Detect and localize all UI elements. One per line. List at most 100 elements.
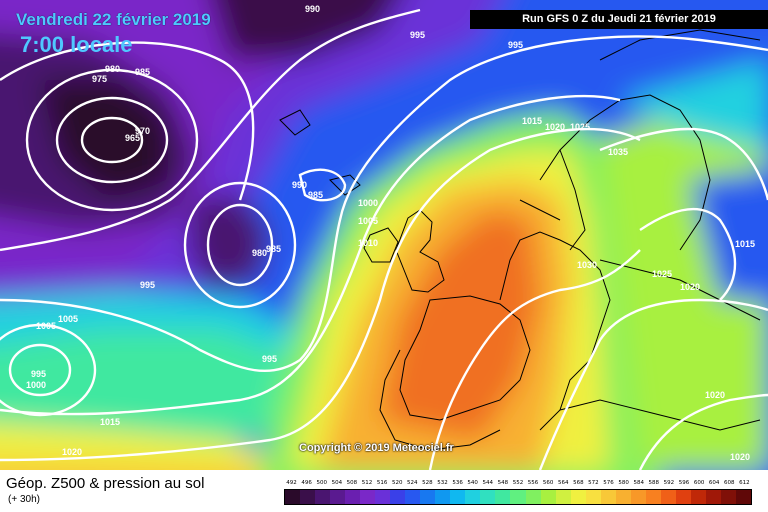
scale-color-swatch — [675, 490, 691, 504]
scale-color-swatch — [585, 490, 601, 504]
isobar-label: 995 — [140, 280, 155, 290]
scale-value-label: 536 — [452, 480, 463, 486]
isobar-label: 985 — [266, 244, 281, 254]
scale-value-label: 596 — [678, 480, 690, 486]
isobar-labels: 990 995 995 980 985 975 970 965 1015 102… — [26, 4, 755, 462]
scale-value-label: 528 — [422, 480, 433, 486]
scale-value-label: 572 — [588, 480, 599, 486]
z500-shading — [0, 0, 768, 470]
scale-color-swatch — [600, 490, 616, 504]
scale-value-label: 612 — [739, 480, 750, 486]
scale-color-swatch — [510, 490, 526, 504]
isobar-label: 975 — [92, 74, 107, 84]
scale-color-swatch — [450, 490, 466, 504]
scale-value-label: 604 — [708, 480, 720, 486]
isobar-label: 980 — [105, 64, 120, 74]
forecast-date: Vendredi 22 février 2019 — [16, 10, 211, 29]
scale-color-swatch — [375, 490, 391, 504]
scale-value-label: 532 — [437, 480, 448, 486]
scale-value-label: 508 — [346, 480, 358, 486]
isobar-label: 1020 — [545, 122, 565, 132]
scale-value-label: 544 — [482, 480, 494, 486]
scale-value-label: 556 — [527, 480, 539, 486]
scale-value-label: 504 — [331, 480, 343, 486]
scale-value-label: 548 — [497, 480, 509, 486]
isobar-label: 1005 — [58, 314, 78, 324]
scale-value-label: 500 — [316, 480, 327, 486]
isobar-label: 1020 — [680, 282, 700, 292]
product-title: Géop. Z500 & pression au sol — [6, 475, 205, 492]
forecast-time: 7:00 locale — [20, 32, 133, 57]
scale-color-swatch — [315, 490, 331, 504]
isobar-label: 985 — [308, 190, 323, 200]
scale-color-swatch — [570, 490, 586, 504]
isobar-label: 1005 — [36, 321, 56, 331]
scale-color-swatch — [555, 490, 571, 504]
scale-value-label: 568 — [573, 480, 584, 486]
scale-color-swatch — [525, 490, 541, 504]
isobar-label: 985 — [135, 67, 150, 77]
scale-color-swatch — [645, 490, 661, 504]
scale-value-label: 520 — [391, 480, 403, 486]
scale-color-swatch — [285, 490, 301, 504]
scale-value-label: 580 — [618, 480, 629, 486]
scale-color-swatch — [720, 490, 736, 504]
scale-value-label: 552 — [512, 480, 524, 486]
isobar-label: 1020 — [730, 452, 750, 462]
scale-color-swatch — [735, 490, 751, 504]
isobar-label: 1020 — [62, 447, 82, 457]
isobar-label: 1035 — [608, 147, 628, 157]
scale-value-label: 592 — [663, 480, 675, 486]
scale-color-swatch — [615, 490, 631, 504]
scale-color-swatch — [300, 490, 316, 504]
isobar-label: 995 — [508, 40, 523, 50]
isobar-label: 1015 — [735, 239, 755, 249]
scale-color-swatch — [465, 490, 481, 504]
color-scale-bar — [284, 489, 752, 505]
isobar-label: 995 — [262, 354, 277, 364]
isobar-label: 980 — [252, 248, 267, 258]
scale-value-label: 516 — [376, 480, 388, 486]
scale-value-label: 600 — [693, 480, 705, 486]
scale-value-label: 584 — [633, 480, 644, 486]
color-scale-labels: 492 496 500 504 508 512 516 520 524 528 532 536 540 5… — [284, 480, 752, 488]
scale-value-label: 588 — [648, 480, 660, 486]
scale-color-swatch — [540, 490, 556, 504]
copyright-notice: Copyright © 2019 Meteociel.fr — [299, 442, 454, 454]
scale-color-swatch — [435, 490, 451, 504]
scale-value-label: 608 — [724, 480, 735, 486]
scale-color-swatch — [345, 490, 361, 504]
scale-value-label: 560 — [542, 480, 554, 486]
scale-color-swatch — [480, 490, 496, 504]
scale-value-label: 540 — [467, 480, 478, 486]
scale-color-swatch — [690, 490, 706, 504]
isobar-label: 970 — [135, 126, 150, 136]
scale-color-swatch — [495, 490, 511, 504]
scale-color-swatch — [330, 490, 346, 504]
isobar-label: 990 — [292, 180, 307, 190]
isobar-label: 1005 — [358, 216, 378, 226]
scale-color-swatch — [660, 490, 676, 504]
isobar-label: 990 — [305, 4, 320, 14]
forecast-lead-time: (+ 30h) — [8, 494, 40, 505]
scale-color-swatch — [390, 490, 406, 504]
scale-color-swatch — [705, 490, 721, 504]
isobar-label: 1030 — [577, 260, 597, 270]
coastlines — [279, 29, 761, 451]
isobar-label: 995 — [31, 369, 46, 379]
isobar-label: 1015 — [100, 417, 120, 427]
isobar-label: 965 — [125, 133, 140, 143]
forecast-map: 990 995 995 980 985 975 970 965 1015 102… — [0, 0, 768, 470]
scale-color-swatch — [360, 490, 376, 504]
isobar-label: 1000 — [358, 198, 378, 208]
isobar-label: 1025 — [570, 122, 590, 132]
scale-color-swatch — [630, 490, 646, 504]
isobar-label: 1020 — [705, 390, 725, 400]
isobar-label: 995 — [410, 30, 425, 40]
isobars — [0, 8, 768, 470]
scale-value-label: 512 — [361, 480, 373, 486]
scale-value-label: 576 — [603, 480, 614, 486]
isobar-label: 1015 — [522, 116, 542, 126]
model-run-label: Run GFS 0 Z du Jeudi 21 février 2019 — [470, 10, 768, 29]
